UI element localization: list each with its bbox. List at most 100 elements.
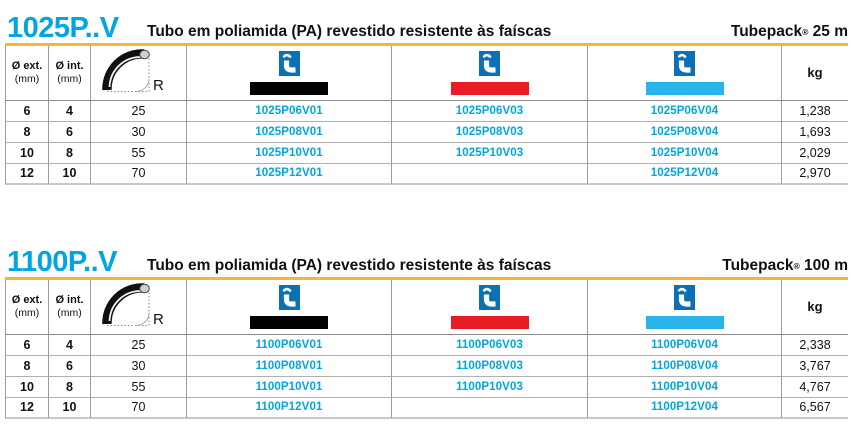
cell-diameter-int: 8 bbox=[49, 376, 91, 398]
tubepack-label: Tubepack® 100 m bbox=[722, 256, 848, 274]
cell-weight: 4,767 bbox=[782, 377, 848, 398]
cell-code-v04: 1025P08V04 bbox=[588, 121, 782, 143]
cell-code-v03: 1100P08V03 bbox=[392, 355, 588, 377]
cell-diameter-int: 10 bbox=[49, 397, 91, 419]
tubepack-label: Tubepack® 25 m bbox=[730, 22, 848, 40]
tube-coil-icon bbox=[278, 50, 300, 81]
cell-code-v03 bbox=[392, 397, 588, 419]
cell-code-v03: 1025P08V03 bbox=[392, 121, 588, 143]
cell-bend-radius: 70 bbox=[91, 397, 187, 419]
cell-bend-radius: 30 bbox=[91, 121, 187, 143]
col-header-variant-v03 bbox=[392, 45, 588, 101]
cell-code-v01: 1100P10V01 bbox=[187, 376, 392, 398]
cell-code-v04: 1100P10V04 bbox=[588, 376, 782, 398]
cell-diameter-ext: 8 bbox=[5, 121, 49, 143]
cell-diameter-int: 6 bbox=[49, 355, 91, 377]
col-header-variant-v04 bbox=[588, 279, 782, 335]
cell-code-v03 bbox=[392, 163, 588, 185]
col-header-diameter-ext: Ø ext. (mm) bbox=[5, 279, 49, 335]
cell-code-v01: 1025P08V01 bbox=[187, 121, 392, 143]
cell-weight: 2,970 bbox=[782, 164, 848, 185]
col-header-diameter-int: Ø int. (mm) bbox=[49, 45, 91, 101]
tube-coil-icon bbox=[278, 284, 300, 315]
product-table-section: 1100P..V Tubo em poliamida (PA) revestid… bbox=[5, 241, 848, 419]
col-header-weight: kg bbox=[782, 46, 848, 101]
cell-bend-radius: 55 bbox=[91, 142, 187, 164]
cell-weight: 2,338 bbox=[782, 335, 848, 356]
product-table: Ø ext. (mm) Ø int. (mm) R bbox=[5, 279, 848, 419]
cell-weight: 3,767 bbox=[782, 356, 848, 377]
cell-code-v04: 1100P08V04 bbox=[588, 355, 782, 377]
color-swatch-red bbox=[450, 81, 529, 95]
cell-weight: 2,029 bbox=[782, 143, 848, 164]
color-swatch-cyan bbox=[645, 81, 724, 95]
color-swatch-black bbox=[250, 81, 328, 95]
product-series-title: 1025P..V bbox=[7, 12, 119, 44]
cell-bend-radius: 55 bbox=[91, 376, 187, 398]
cell-weight: 1,693 bbox=[782, 122, 848, 143]
cell-code-v03: 1025P06V03 bbox=[392, 100, 588, 122]
cell-diameter-ext: 10 bbox=[5, 376, 49, 398]
cell-bend-radius: 70 bbox=[91, 163, 187, 185]
orange-rule bbox=[5, 277, 848, 280]
col-header-variant-v03 bbox=[392, 279, 588, 335]
tube-coil-icon bbox=[674, 284, 695, 315]
col-header-bend-radius: R bbox=[91, 45, 187, 101]
cell-code-v04: 1025P12V04 bbox=[588, 163, 782, 185]
col-header-variant-v04 bbox=[588, 45, 782, 101]
cell-code-v01: 1100P08V01 bbox=[187, 355, 392, 377]
product-description: Tubo em poliamida (PA) revestido resiste… bbox=[147, 256, 552, 274]
cell-code-v01: 1025P06V01 bbox=[187, 100, 392, 122]
col-header-variant-v01 bbox=[187, 279, 392, 335]
product-series-title: 1100P..V bbox=[7, 246, 117, 278]
cell-code-v04: 1100P12V04 bbox=[588, 397, 782, 419]
cell-diameter-int: 4 bbox=[49, 100, 91, 122]
bend-radius-icon: R bbox=[98, 46, 180, 99]
color-swatch-cyan bbox=[645, 315, 724, 329]
cell-diameter-ext: 6 bbox=[5, 334, 49, 356]
product-table: Ø ext. (mm) Ø int. (mm) R bbox=[5, 45, 848, 185]
cell-weight: 6,567 bbox=[782, 398, 848, 419]
product-description: Tubo em poliamida (PA) revestido resiste… bbox=[147, 22, 552, 40]
col-header-bend-radius: R bbox=[91, 279, 187, 335]
cell-diameter-ext: 6 bbox=[5, 100, 49, 122]
cell-code-v03: 1025P10V03 bbox=[392, 142, 588, 164]
cell-code-v04: 1025P06V04 bbox=[588, 100, 782, 122]
cell-diameter-int: 8 bbox=[49, 142, 91, 164]
col-header-diameter-int: Ø int. (mm) bbox=[49, 279, 91, 335]
cell-code-v01: 1025P10V01 bbox=[187, 142, 392, 164]
section-header: 1100P..V Tubo em poliamida (PA) revestid… bbox=[5, 241, 848, 277]
cell-diameter-ext: 8 bbox=[5, 355, 49, 377]
color-swatch-black bbox=[250, 315, 328, 329]
cell-code-v04: 1025P10V04 bbox=[588, 142, 782, 164]
cell-diameter-int: 10 bbox=[49, 163, 91, 185]
cell-bend-radius: 25 bbox=[91, 334, 187, 356]
cell-code-v04: 1100P06V04 bbox=[588, 334, 782, 356]
cell-diameter-ext: 10 bbox=[5, 142, 49, 164]
radius-letter: R bbox=[153, 311, 164, 328]
col-header-diameter-ext: Ø ext. (mm) bbox=[5, 45, 49, 101]
tube-coil-icon bbox=[479, 284, 500, 315]
cell-bend-radius: 30 bbox=[91, 355, 187, 377]
cell-code-v01: 1025P12V01 bbox=[187, 163, 392, 185]
cell-code-v03: 1100P10V03 bbox=[392, 376, 588, 398]
bend-radius-icon: R bbox=[98, 280, 180, 333]
section-header: 1025P..V Tubo em poliamida (PA) revestid… bbox=[5, 7, 848, 43]
cell-diameter-ext: 12 bbox=[5, 397, 49, 419]
product-table-section: 1025P..V Tubo em poliamida (PA) revestid… bbox=[5, 7, 848, 185]
cell-code-v01: 1100P12V01 bbox=[187, 397, 392, 419]
tube-coil-icon bbox=[479, 50, 500, 81]
col-header-weight: kg bbox=[782, 280, 848, 335]
cell-code-v01: 1100P06V01 bbox=[187, 334, 392, 356]
registered-trademark-symbol: ® bbox=[793, 260, 800, 271]
cell-code-v03: 1100P06V03 bbox=[392, 334, 588, 356]
cell-diameter-ext: 12 bbox=[5, 163, 49, 185]
orange-rule bbox=[5, 43, 848, 46]
radius-letter: R bbox=[153, 77, 164, 94]
color-swatch-red bbox=[450, 315, 529, 329]
tube-coil-icon bbox=[674, 50, 695, 81]
col-header-variant-v01 bbox=[187, 45, 392, 101]
cell-diameter-int: 4 bbox=[49, 334, 91, 356]
registered-trademark-symbol: ® bbox=[802, 26, 809, 37]
